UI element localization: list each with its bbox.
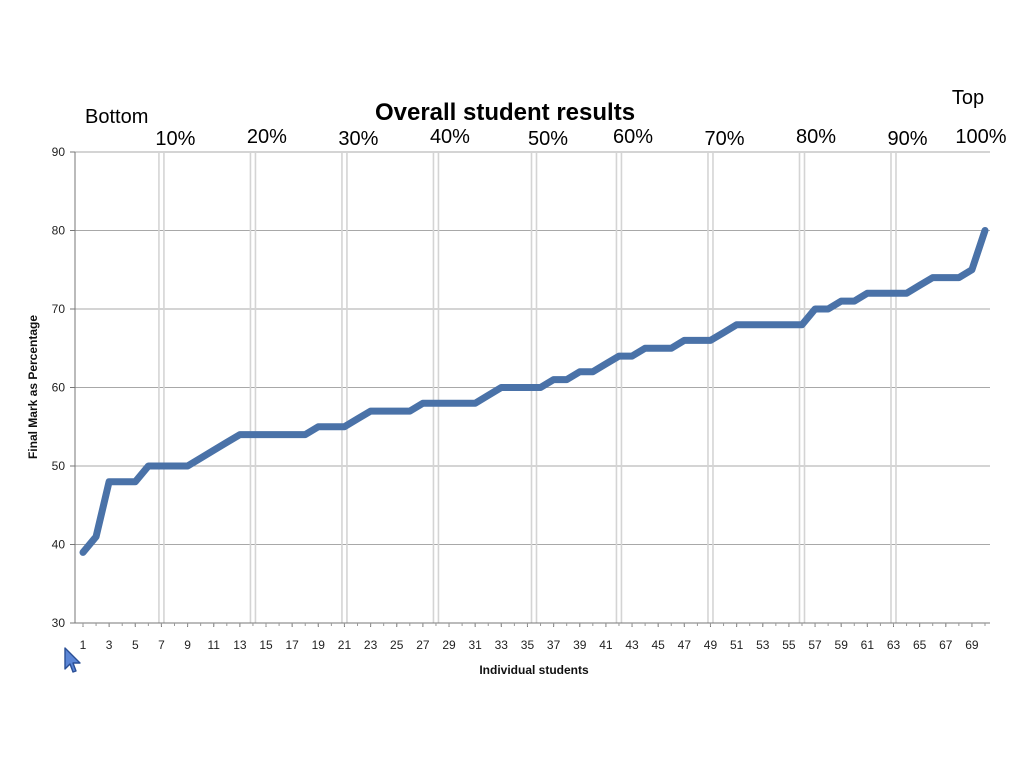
percentile-label: 30% xyxy=(338,128,378,150)
x-tick-label: 21 xyxy=(338,638,352,652)
y-tick-label: 50 xyxy=(52,459,66,473)
data-series xyxy=(79,227,989,556)
x-tick-label: 61 xyxy=(861,638,875,652)
x-tick-label: 11 xyxy=(207,638,220,652)
x-tick-label: 67 xyxy=(939,638,953,652)
data-line xyxy=(79,227,989,556)
x-tick-label: 35 xyxy=(521,638,535,652)
percentile-label: 50% xyxy=(528,128,568,150)
percentile-label: 100% xyxy=(955,126,1006,148)
x-tick-label: 41 xyxy=(599,638,613,652)
chart-title: Overall student results xyxy=(375,99,635,126)
x-tick-label: 43 xyxy=(625,638,639,652)
y-axis-label: Final Mark as Percentage xyxy=(26,315,40,459)
x-tick-label: 55 xyxy=(782,638,796,652)
x-tick-label: 45 xyxy=(652,638,666,652)
percentile-label: 40% xyxy=(430,126,470,148)
x-tick-label: 65 xyxy=(913,638,927,652)
x-axis-label: Individual students xyxy=(479,663,589,677)
x-tick-label: 9 xyxy=(184,638,191,652)
percentile-label: 90% xyxy=(887,128,927,150)
x-tick-label: 3 xyxy=(106,638,113,652)
x-tick-label: 37 xyxy=(547,638,561,652)
x-tick-label: 1 xyxy=(80,638,87,652)
x-tick-label: 7 xyxy=(158,638,165,652)
percentile-labels: 10% 20% 30% 40% 50% 60% 70% 80% 90% 100% xyxy=(155,126,1006,150)
x-tick-label: 51 xyxy=(730,638,744,652)
percentile-label: 10% xyxy=(155,128,195,150)
x-axis: 1 3 5 7 9 11 13 15 17 19 21 23 25 27 29 31 33 35 37 39 41 43 4… xyxy=(75,622,990,652)
percentile-label: 80% xyxy=(796,126,836,148)
percentile-marker-lines xyxy=(158,152,897,623)
y-tick-label: 40 xyxy=(52,538,66,552)
x-tick-label: 13 xyxy=(233,638,247,652)
x-tick-label: 57 xyxy=(808,638,822,652)
x-tick-label: 53 xyxy=(756,638,770,652)
x-tick-label: 59 xyxy=(835,638,849,652)
y-tick-label: 80 xyxy=(52,224,66,238)
x-tick-label: 17 xyxy=(285,638,299,652)
bottom-label: Bottom xyxy=(85,106,148,128)
x-tick-label: 39 xyxy=(573,638,587,652)
x-tick-label: 25 xyxy=(390,638,404,652)
x-tick-label: 69 xyxy=(965,638,979,652)
mouse-cursor-icon xyxy=(64,647,81,673)
percentile-label: 60% xyxy=(613,126,653,148)
x-tick-label: 47 xyxy=(678,638,692,652)
y-tick-label: 60 xyxy=(52,381,66,395)
x-tick-label: 31 xyxy=(468,638,482,652)
y-tick-label: 70 xyxy=(52,302,66,316)
x-tick-label: 5 xyxy=(132,638,139,652)
x-tick-label: 27 xyxy=(416,638,430,652)
percentile-label: 20% xyxy=(247,126,287,148)
x-tick-label: 15 xyxy=(259,638,273,652)
x-tick-label: 23 xyxy=(364,638,378,652)
x-tick-label: 49 xyxy=(704,638,718,652)
horizontal-gridlines xyxy=(75,151,990,624)
y-tick-label: 90 xyxy=(52,145,66,159)
x-tick-label: 33 xyxy=(495,638,509,652)
y-axis: 30 40 50 60 70 80 90 xyxy=(52,145,76,630)
percentile-label: 70% xyxy=(704,128,744,150)
top-label: Top xyxy=(952,87,984,109)
x-tick-label: 29 xyxy=(442,638,456,652)
x-tick-label: 19 xyxy=(312,638,326,652)
x-tick-label: 63 xyxy=(887,638,901,652)
y-tick-label: 30 xyxy=(52,616,66,630)
